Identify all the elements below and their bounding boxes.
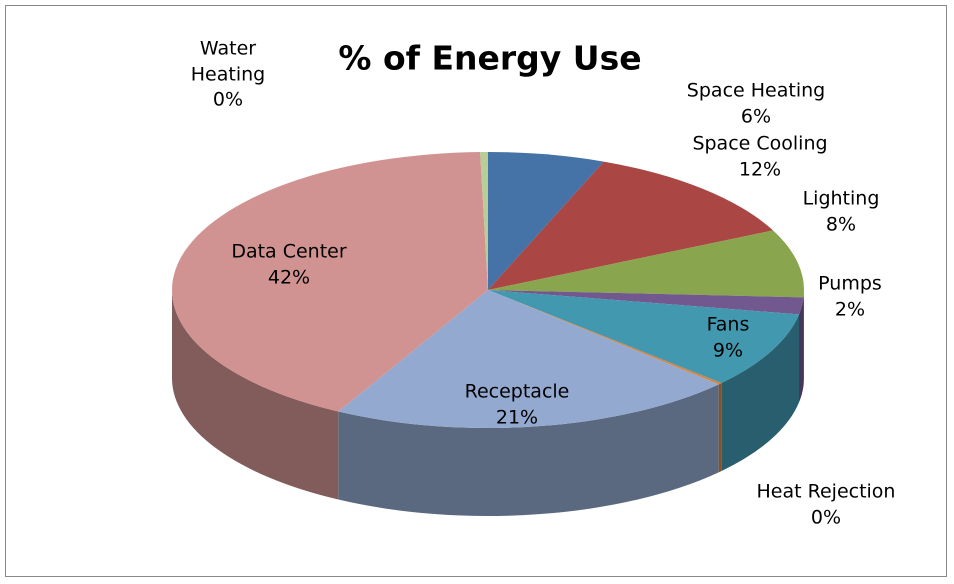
data-label-name: Water Heating bbox=[190, 37, 266, 86]
pie-slice bbox=[488, 290, 722, 385]
data-label-value: 12% bbox=[738, 158, 782, 180]
data-label: Lighting 8% bbox=[803, 186, 880, 237]
data-label-value: 2% bbox=[834, 298, 866, 320]
chart-title: % of Energy Use bbox=[338, 38, 642, 78]
data-label: Space Cooling 12% bbox=[692, 131, 827, 182]
data-label-value: 0% bbox=[212, 88, 244, 111]
data-label-name: Data Center bbox=[231, 240, 347, 263]
data-label: Pumps 2% bbox=[818, 271, 882, 322]
pie-slice bbox=[338, 290, 719, 428]
data-label-value: 42% bbox=[267, 266, 311, 288]
data-label-value: 6% bbox=[740, 105, 772, 127]
pie-slice-side bbox=[172, 290, 339, 500]
pie-slice bbox=[488, 161, 774, 290]
pie-slice bbox=[488, 290, 804, 315]
data-label: Data Center 42% bbox=[231, 239, 346, 290]
data-label-name: Receptacle bbox=[464, 380, 570, 403]
data-label-name: Pumps bbox=[818, 272, 882, 295]
data-label: Fans 9% bbox=[707, 312, 750, 363]
chart-frame bbox=[5, 5, 947, 577]
data-label: Heat Rejection 0% bbox=[757, 479, 896, 530]
data-label-name: Lighting bbox=[802, 187, 880, 210]
data-label-name: Fans bbox=[706, 313, 750, 336]
data-label-value: 9% bbox=[712, 339, 744, 361]
data-label: Water Heating 0% bbox=[183, 37, 273, 114]
data-label-name: Space Heating bbox=[686, 79, 826, 102]
data-label: Receptacle 21% bbox=[465, 379, 570, 430]
data-label-value: 0% bbox=[810, 506, 842, 528]
pie-slice bbox=[488, 230, 804, 298]
pie-slice bbox=[488, 290, 800, 384]
data-label: Space Heating 6% bbox=[687, 78, 825, 129]
pie-slice-side bbox=[718, 383, 722, 473]
data-label-name: Space Cooling bbox=[692, 132, 828, 155]
pie-slice-side bbox=[338, 384, 719, 516]
pie-slice-side bbox=[721, 314, 800, 472]
pie-slice-side bbox=[799, 297, 804, 403]
data-label-value: 8% bbox=[825, 213, 857, 235]
pie-slice bbox=[488, 152, 604, 290]
pie-slice bbox=[480, 152, 488, 290]
data-label-value: 21% bbox=[495, 406, 539, 428]
data-label-name: Heat Rejection bbox=[756, 480, 896, 503]
pie-slice bbox=[172, 152, 489, 412]
